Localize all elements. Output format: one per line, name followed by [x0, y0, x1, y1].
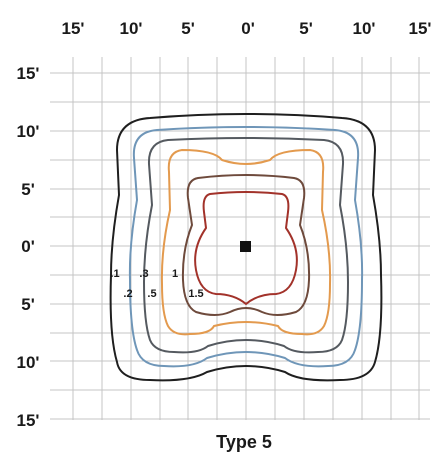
y-tick: 0': [21, 237, 35, 256]
isoline-0.5: [160, 149, 332, 336]
isoline-label: 1.5: [188, 288, 203, 300]
diagram-caption: Type 5: [216, 432, 272, 452]
isoline-0.3: [143, 137, 349, 354]
x-tick: 15': [409, 19, 432, 38]
x-tick: 15': [62, 19, 85, 38]
y-tick: 15': [17, 411, 40, 430]
isoline-1: [181, 174, 311, 316]
isoline-labels: .1 .2 .3 .5 1 1.5: [110, 268, 203, 300]
luminaire-marker: [240, 241, 251, 252]
isoline-0.2: [128, 126, 364, 368]
isoline-label: 1: [172, 268, 178, 280]
x-tick: 0': [241, 19, 255, 38]
y-tick: 15': [17, 64, 40, 83]
x-tick: 5': [299, 19, 313, 38]
y-tick: 10': [17, 353, 40, 372]
x-tick: 10': [120, 19, 143, 38]
y-tick: 5': [21, 180, 35, 199]
isoline-label: .3: [139, 268, 148, 280]
isoline-label: .5: [147, 288, 156, 300]
isoline-0.1: [109, 113, 383, 382]
x-tick: 5': [181, 19, 195, 38]
y-tick: 10': [17, 122, 40, 141]
isoline-1.5: [194, 191, 298, 305]
isoline-label: .1: [110, 268, 119, 280]
isoline-label: .2: [123, 288, 132, 300]
isolines: [109, 113, 383, 382]
x-tick: 10': [353, 19, 376, 38]
y-tick: 5': [21, 295, 35, 314]
y-axis-ticks: 15' 10' 5' 0' 5' 10' 15': [17, 64, 40, 430]
x-axis-ticks: 15' 10' 5' 0' 5' 10' 15': [62, 19, 432, 38]
